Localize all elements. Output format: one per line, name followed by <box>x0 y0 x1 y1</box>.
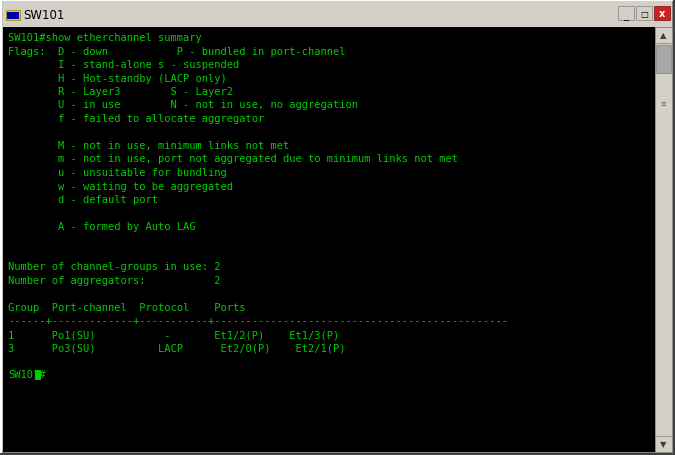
Text: ▲: ▲ <box>660 31 667 40</box>
Text: H - Hot-standby (LACP only): H - Hot-standby (LACP only) <box>8 73 227 83</box>
Bar <box>2 2 4 453</box>
Bar <box>2 451 673 453</box>
Bar <box>655 28 672 452</box>
Bar <box>671 2 673 453</box>
Bar <box>2 2 673 4</box>
Text: x: x <box>659 9 665 19</box>
Text: SW101#: SW101# <box>8 369 45 379</box>
Bar <box>618 7 634 21</box>
Text: SW101#show etherchannel summary: SW101#show etherchannel summary <box>8 33 202 43</box>
Text: Number of channel-groups in use: 2: Number of channel-groups in use: 2 <box>8 262 221 272</box>
Text: w - waiting to be aggregated: w - waiting to be aggregated <box>8 181 233 191</box>
Bar <box>0 453 675 455</box>
Text: d - default port: d - default port <box>8 195 158 205</box>
Bar <box>636 7 652 21</box>
Text: _: _ <box>624 11 628 21</box>
Bar <box>0 0 675 2</box>
Text: m - not in use, port not aggregated due to minimum links not met: m - not in use, port not aggregated due … <box>8 154 458 164</box>
Bar <box>654 7 670 21</box>
Text: Group  Port-channel  Protocol    Ports: Group Port-channel Protocol Ports <box>8 302 246 312</box>
Text: u - unsuitable for bundling: u - unsuitable for bundling <box>8 167 227 177</box>
Bar <box>656 46 671 74</box>
Bar <box>3 2 672 28</box>
Text: f - failed to allocate aggregator: f - failed to allocate aggregator <box>8 114 264 124</box>
Text: Number of aggregators:           2: Number of aggregators: 2 <box>8 275 221 285</box>
Bar <box>655 28 672 44</box>
Text: 1      Po1(SU)           -       Et1/2(P)    Et1/3(P): 1 Po1(SU) - Et1/2(P) Et1/3(P) <box>8 329 340 339</box>
Bar <box>655 436 672 452</box>
Text: □: □ <box>640 10 648 19</box>
Text: U - in use        N - not in use, no aggregation: U - in use N - not in use, no aggregatio… <box>8 100 358 110</box>
Text: A - formed by Auto LAG: A - formed by Auto LAG <box>8 222 196 232</box>
Text: I - stand-alone s - suspended: I - stand-alone s - suspended <box>8 60 239 70</box>
Bar <box>673 0 675 455</box>
Text: M - not in use, minimum links not met: M - not in use, minimum links not met <box>8 141 290 151</box>
Text: ≡: ≡ <box>661 101 666 107</box>
Bar <box>7 13 19 20</box>
Bar <box>0 0 2 455</box>
Bar <box>35 369 40 379</box>
Bar <box>6 11 20 21</box>
Text: R - Layer3        S - Layer2: R - Layer3 S - Layer2 <box>8 87 233 97</box>
Text: ▼: ▼ <box>660 440 667 449</box>
Text: SW101: SW101 <box>23 9 64 21</box>
Text: ------+-------------+-----------+-----------------------------------------------: ------+-------------+-----------+-------… <box>8 316 508 326</box>
Text: Flags:  D - down           P - bundled in port-channel: Flags: D - down P - bundled in port-chan… <box>8 46 346 56</box>
Text: 3      Po3(SU)          LACP      Et2/0(P)    Et2/1(P): 3 Po3(SU) LACP Et2/0(P) Et2/1(P) <box>8 343 346 353</box>
